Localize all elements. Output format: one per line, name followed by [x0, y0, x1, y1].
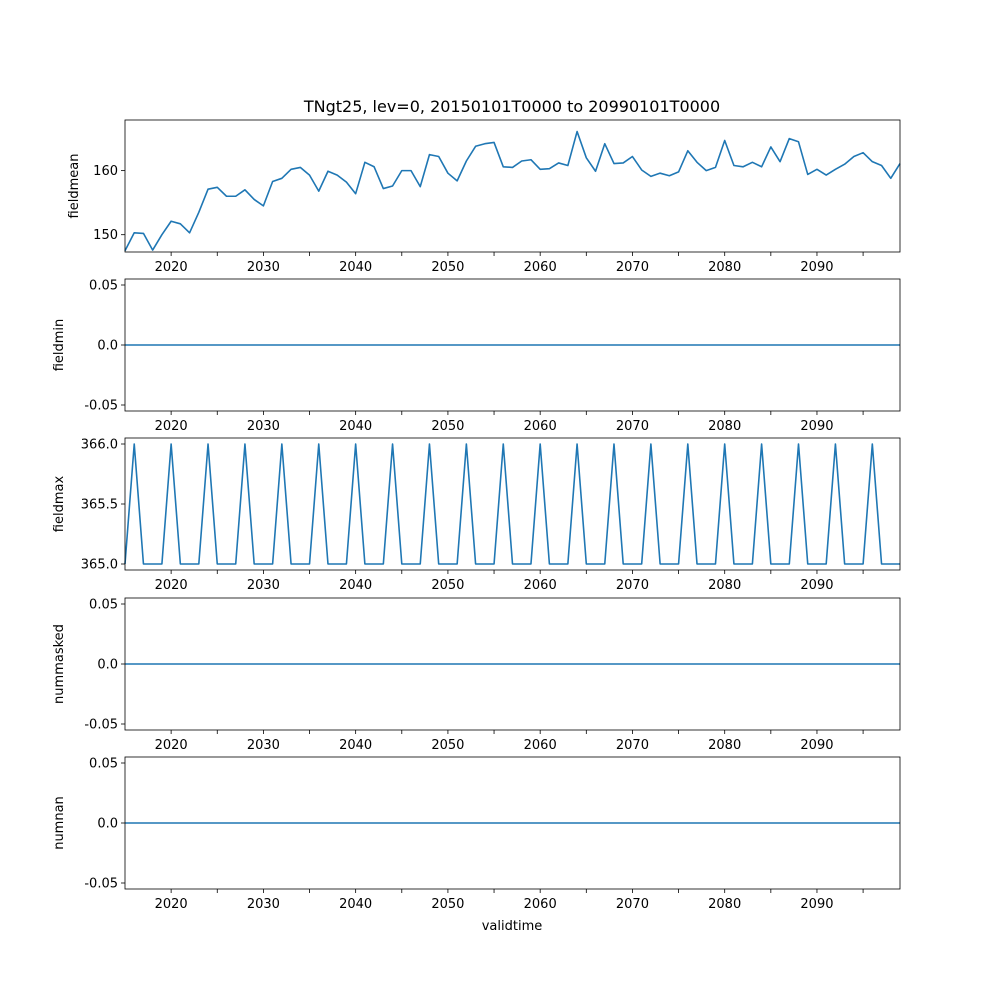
x-tick-label: 2020 — [155, 738, 188, 753]
y-axis-label: numnan — [52, 796, 67, 850]
x-axis-label: validtime — [482, 919, 543, 934]
x-tick-label: 2030 — [247, 260, 280, 275]
y-axis-label: fieldmean — [67, 154, 82, 219]
x-tick-label: 2080 — [708, 897, 741, 912]
y-tick-label: -0.05 — [84, 399, 118, 414]
x-tick-label: 2070 — [616, 419, 649, 434]
x-tick-label: 2040 — [339, 578, 372, 593]
x-tick-label: 2030 — [247, 738, 280, 753]
axes-frame — [124, 119, 901, 253]
x-tick-label: 2020 — [155, 419, 188, 434]
x-tick-label: 2040 — [339, 897, 372, 912]
x-tick-label: 2090 — [800, 260, 833, 275]
x-tick-label: 2090 — [800, 738, 833, 753]
x-tick-label: 2050 — [431, 260, 464, 275]
chart-title: TNgt25, lev=0, 20150101T0000 to 20990101… — [303, 97, 720, 116]
x-tick-label: 2020 — [155, 897, 188, 912]
panel-fieldmin: 2020 2030 2040 2050 2060 2070 2080 2090 -0.05 0.0… — [52, 279, 901, 434]
y-tick-label: 0.0 — [97, 817, 118, 832]
x-tick-label: 2080 — [708, 260, 741, 275]
x-tick-label: 2080 — [708, 419, 741, 434]
y-tick-label: 365.5 — [81, 498, 118, 513]
x-tick-label: 2040 — [339, 260, 372, 275]
x-tick-label: 2070 — [616, 260, 649, 275]
x-tick-label: 2020 — [155, 260, 188, 275]
x-tick-label: 2090 — [800, 578, 833, 593]
x-tick-label: 2070 — [616, 578, 649, 593]
x-tick-label: 2070 — [616, 897, 649, 912]
x-tick-label: 2060 — [524, 419, 557, 434]
x-tick-label: 2040 — [339, 419, 372, 434]
y-axis-label: fieldmin — [52, 319, 67, 372]
x-tick-label: 2020 — [155, 578, 188, 593]
x-tick-label: 2030 — [247, 419, 280, 434]
panel-numnan: 2020 2030 2040 2050 2060 2070 2080 2090 -0.05 0.0… — [52, 757, 901, 912]
x-tick-label: 2030 — [247, 578, 280, 593]
x-tick-label: 2060 — [524, 260, 557, 275]
y-tick-label: 366.0 — [81, 438, 118, 453]
y-axis-label: fieldmax — [52, 476, 67, 533]
x-tick-label: 2050 — [431, 419, 464, 434]
x-tick-label: 2060 — [524, 897, 557, 912]
x-tick-label: 2080 — [708, 738, 741, 753]
series-line-fieldmax — [124, 443, 900, 565]
x-tick-label: 2040 — [339, 738, 372, 753]
x-tick-label: 2090 — [800, 419, 833, 434]
x-tick-label: 2070 — [616, 738, 649, 753]
panel-nummasked: 2020 2030 2040 2050 2060 2070 2080 2090 -0.05 0.0… — [52, 598, 901, 753]
x-tick-label: 2060 — [524, 738, 557, 753]
y-tick-label: 160 — [93, 164, 118, 179]
y-tick-label: 150 — [93, 228, 118, 243]
series-line-fieldmean — [124, 130, 901, 252]
panel-fieldmean: 2020 2030 2040 2050 2060 2070 2080 2090 150 160 fi… — [67, 119, 901, 275]
x-tick-label: 2030 — [247, 897, 280, 912]
y-axis-label: nummasked — [52, 624, 67, 704]
y-tick-label: 0.0 — [97, 658, 118, 673]
x-tick-label: 2050 — [431, 897, 464, 912]
x-tick-label: 2090 — [800, 897, 833, 912]
y-tick-label: 0.05 — [89, 757, 118, 772]
x-tick-label: 2050 — [431, 578, 464, 593]
y-tick-label: -0.05 — [84, 877, 118, 892]
y-tick-label: 0.0 — [97, 339, 118, 354]
y-tick-label: 0.05 — [89, 279, 118, 294]
y-tick-label: 0.05 — [89, 598, 118, 613]
x-tick-label: 2060 — [524, 578, 557, 593]
y-tick-label: -0.05 — [84, 718, 118, 733]
x-tick-label: 2080 — [708, 578, 741, 593]
y-tick-label: 365.0 — [81, 558, 118, 573]
x-tick-label: 2050 — [431, 738, 464, 753]
panel-fieldmax: 2020 2030 2040 2050 2060 2070 2080 2090 365.0 365… — [52, 438, 901, 593]
